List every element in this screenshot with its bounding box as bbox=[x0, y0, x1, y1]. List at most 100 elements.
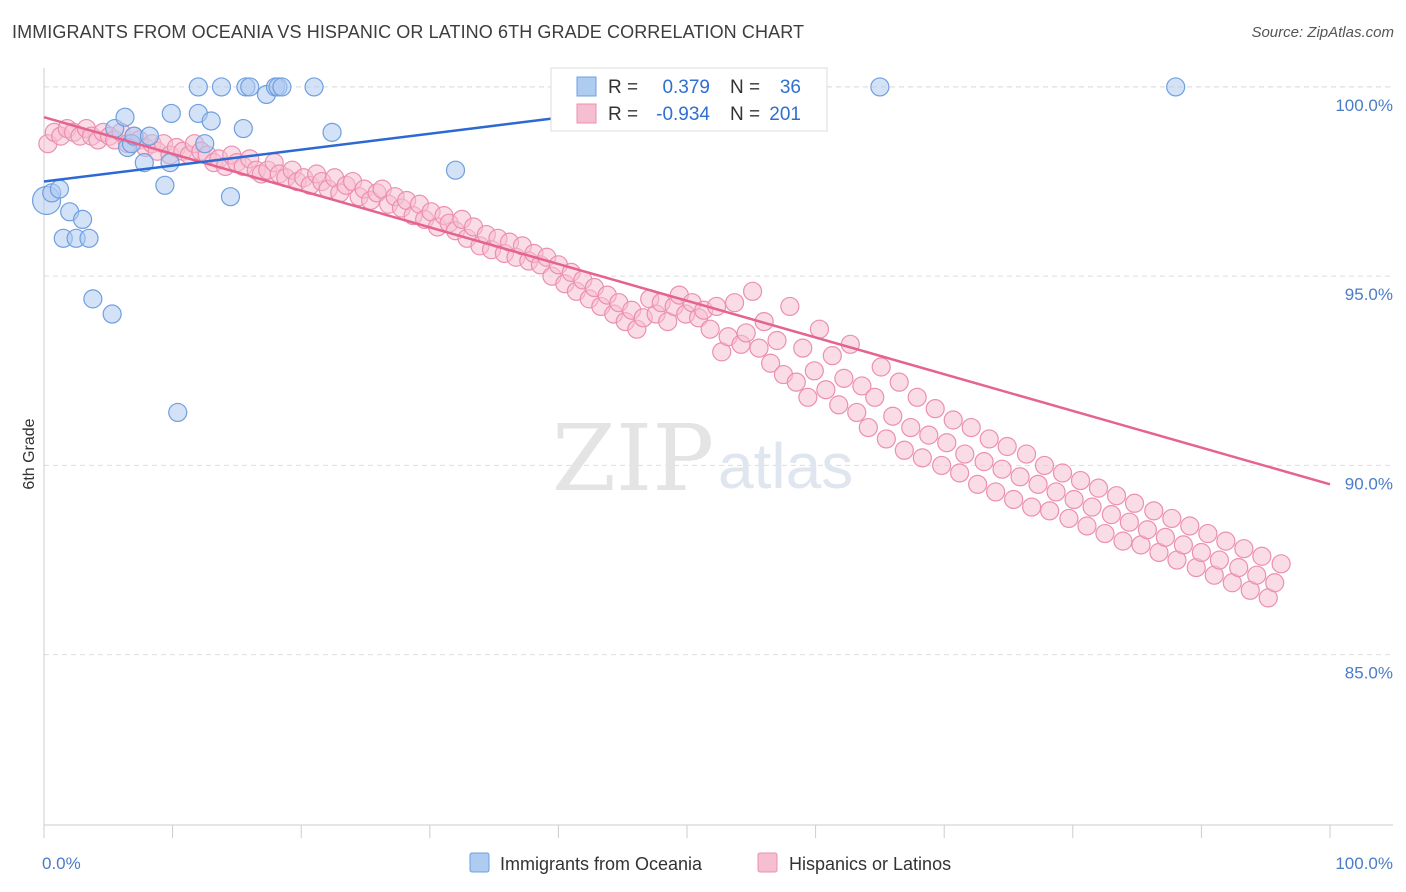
x-ticks bbox=[43, 825, 1331, 838]
legend-n-value-2: 201 bbox=[769, 104, 801, 125]
hispanic-point bbox=[1046, 482, 1066, 502]
oceania-point bbox=[233, 118, 253, 139]
hispanic-point bbox=[889, 372, 909, 392]
legend-r-value-1: 0.379 bbox=[662, 77, 710, 98]
hispanic-point bbox=[1191, 542, 1212, 563]
oceania-point bbox=[272, 77, 292, 97]
hispanic-point bbox=[786, 372, 806, 392]
legend-swatch-hispanic bbox=[576, 103, 597, 124]
hispanic-point bbox=[847, 402, 867, 423]
legend-n-value-1: 36 bbox=[780, 77, 801, 98]
oceania-point bbox=[115, 107, 135, 127]
y-tick-labels: 85.0% 90.0% 95.0% 100.0% bbox=[1335, 96, 1393, 683]
y-axis-title: 6th Grade bbox=[21, 418, 38, 489]
hispanic-point bbox=[1265, 573, 1285, 593]
hispanic-point bbox=[950, 463, 970, 483]
hispanic-point bbox=[1247, 565, 1267, 585]
hispanic-point bbox=[986, 482, 1006, 502]
hispanic-point bbox=[865, 387, 885, 407]
hispanic-point bbox=[876, 429, 896, 449]
hispanic-point bbox=[1070, 470, 1091, 491]
hispanic-point bbox=[829, 395, 849, 415]
hispanic-point bbox=[1004, 489, 1024, 510]
hispanic-point bbox=[742, 281, 763, 301]
hispanic-point bbox=[1106, 486, 1127, 506]
hispanic-point bbox=[1119, 512, 1139, 532]
hispanic-point bbox=[822, 346, 842, 366]
hispanic-point bbox=[961, 417, 981, 438]
hispanic-point bbox=[871, 357, 891, 377]
hispanic-point bbox=[901, 417, 921, 438]
hispanic-point bbox=[943, 410, 963, 430]
legend-swatch-oceania bbox=[576, 76, 597, 97]
stats-legend-box bbox=[550, 67, 828, 132]
hispanic-point bbox=[724, 293, 745, 313]
hispanic-point bbox=[1028, 474, 1048, 494]
oceania-point bbox=[79, 228, 99, 248]
hispanic-point bbox=[1216, 531, 1236, 551]
hispanic-point bbox=[816, 380, 836, 400]
oceania-point bbox=[72, 209, 93, 229]
hispanic-point bbox=[840, 334, 860, 354]
hispanic-point bbox=[1088, 478, 1109, 498]
y-tick-label-85: 85.0% bbox=[1345, 664, 1393, 683]
hispanic-point bbox=[1040, 501, 1060, 521]
legend-n-label-2: N = bbox=[730, 104, 760, 125]
hispanic-point bbox=[1059, 508, 1079, 529]
hispanic-point bbox=[1155, 527, 1175, 547]
bottom-legend-swatch-hispanic bbox=[757, 852, 778, 873]
y-tick-label-95: 95.0% bbox=[1345, 285, 1393, 304]
oceania-point bbox=[1166, 77, 1186, 97]
hispanic-trend-line bbox=[43, 116, 1331, 486]
hispanic-point bbox=[749, 338, 769, 358]
oceania-point bbox=[445, 160, 466, 180]
watermark-atlas: atlas bbox=[718, 430, 853, 502]
oceania-point bbox=[870, 77, 890, 97]
hispanic-point bbox=[793, 338, 813, 358]
hispanic-point bbox=[1010, 467, 1030, 487]
hispanic-point bbox=[979, 429, 999, 449]
oceania-point bbox=[201, 111, 221, 131]
oceania-point bbox=[304, 77, 324, 97]
oceania-point bbox=[188, 77, 208, 97]
hispanic-point bbox=[1052, 463, 1073, 483]
hispanic-point bbox=[1198, 523, 1218, 544]
oceania-point bbox=[195, 134, 215, 154]
x-tick-label-min: 0.0% bbox=[42, 854, 81, 873]
hispanic-point bbox=[858, 417, 878, 438]
bottom-legend-swatch-oceania bbox=[469, 852, 490, 873]
hispanic-point bbox=[804, 361, 824, 381]
hispanic-point bbox=[932, 455, 952, 476]
oceania-point bbox=[322, 122, 342, 142]
oceania-point bbox=[220, 187, 241, 207]
hispanic-point bbox=[1034, 455, 1055, 476]
hispanic-point bbox=[1271, 554, 1291, 574]
hispanic-point bbox=[809, 319, 830, 339]
y-tick-label-90: 90.0% bbox=[1345, 474, 1393, 493]
legend-r-value-2: -0.934 bbox=[656, 104, 710, 125]
hispanic-point bbox=[1144, 501, 1164, 521]
oceania-point bbox=[168, 402, 188, 423]
bottom-legend-label-hispanic: Hispanics or Latinos bbox=[789, 854, 951, 874]
oceania-point bbox=[240, 77, 260, 97]
stats-legend: R = 0.379 N = 36 R = -0.934 N = 201 bbox=[550, 67, 828, 132]
hispanic-point bbox=[852, 376, 872, 396]
legend-r-label-2: R = bbox=[608, 104, 638, 125]
hispanic-point bbox=[1229, 558, 1249, 578]
hispanic-point bbox=[907, 387, 927, 407]
hispanic-point bbox=[780, 296, 800, 317]
x-tick-label-max: 100.0% bbox=[1335, 854, 1393, 873]
hispanic-point bbox=[925, 399, 945, 419]
hispanic-point bbox=[834, 368, 854, 388]
hispanic-point bbox=[1162, 508, 1182, 529]
oceania-point bbox=[139, 126, 160, 146]
hispanic-point bbox=[1016, 444, 1037, 464]
legend-n-label-1: N = bbox=[730, 77, 760, 98]
hispanic-point bbox=[1124, 493, 1145, 513]
hispanic-point bbox=[1082, 497, 1102, 517]
watermark-zip: ZIP bbox=[552, 405, 714, 512]
bottom-legend-label-oceania: Immigrants from Oceania bbox=[500, 854, 703, 874]
hispanic-point bbox=[700, 319, 720, 339]
hispanic-point bbox=[1022, 497, 1042, 517]
hispanic-point bbox=[955, 444, 975, 464]
